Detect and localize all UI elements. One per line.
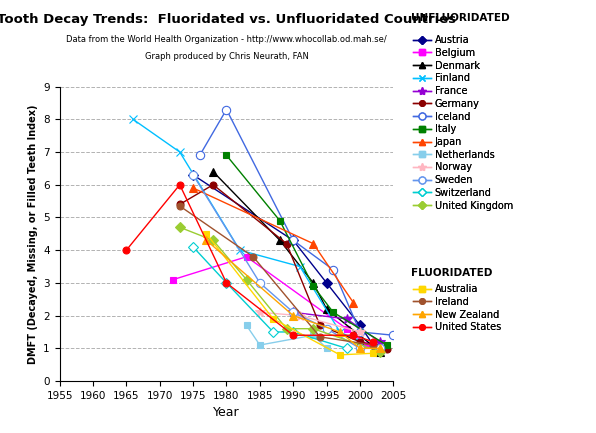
Legend: Austria, Belgium, Denmark, Finland, France, Germany, Iceland, Italy, Japan, Neth: Austria, Belgium, Denmark, Finland, Fran…	[413, 35, 513, 210]
Text: Tooth Decay Trends:  Fluoridated vs. Unfluoridated Countries: Tooth Decay Trends: Fluoridated vs. Unfl…	[0, 13, 456, 26]
Y-axis label: DMFT (Decayed, Missing, or Filled Teeth Index): DMFT (Decayed, Missing, or Filled Teeth …	[27, 104, 38, 364]
Text: Graph produced by Chris Neurath, FAN: Graph produced by Chris Neurath, FAN	[145, 52, 308, 61]
Text: UNFLUORIDATED: UNFLUORIDATED	[411, 13, 510, 23]
Legend: Australia, Ireland, New Zealand, United States: Australia, Ireland, New Zealand, United …	[413, 284, 501, 332]
X-axis label: Year: Year	[213, 406, 240, 419]
Text: Data from the World Health Organization - http://www.whocollab.od.mah.se/: Data from the World Health Organization …	[66, 35, 387, 44]
Text: FLUORIDATED: FLUORIDATED	[411, 268, 493, 278]
